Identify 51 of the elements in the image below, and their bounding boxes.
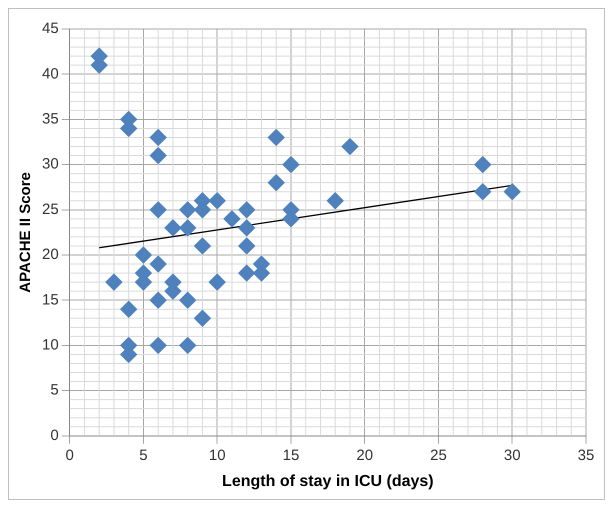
point [150,336,167,354]
point [238,201,256,218]
point [268,174,285,192]
point [120,300,138,318]
y-tick-label: 5 [50,382,59,399]
y-tick-label: 40 [42,65,59,82]
y-tick-label: 25 [42,200,59,218]
point [179,219,196,236]
point [341,138,358,156]
point [238,264,256,282]
point [164,219,182,236]
point [268,128,285,146]
point [474,156,492,174]
x-axis-title: Length of stay in ICU (days) [222,472,434,490]
point [150,292,167,309]
point [504,183,521,200]
x-tick-label: 10 [208,446,226,464]
point [105,274,122,291]
point [150,128,167,146]
point [150,256,167,273]
x-tick-label: 35 [578,446,594,464]
y-tick-label: 20 [42,246,59,264]
point [223,210,240,228]
point [150,201,167,218]
x-tick-label: 15 [282,446,300,464]
point [238,219,256,236]
point [474,183,492,200]
point [179,292,196,309]
y-axis-title: APACHE II Score [17,172,34,293]
point [326,192,344,210]
point [238,237,256,254]
point [282,156,300,174]
x-tick-label: 30 [504,446,521,464]
point [179,201,196,218]
point [150,147,167,164]
point [194,237,211,254]
point [194,310,211,327]
point [134,246,152,264]
y-tick-label: 35 [42,110,59,128]
point [179,336,196,354]
y-tick-label: 30 [42,156,59,173]
y-tick-label: 45 [42,20,59,38]
y-tick-label: 10 [42,336,59,354]
x-tick-label: 0 [66,446,74,464]
point [208,274,226,291]
point [208,192,226,210]
x-tick-label: 20 [356,446,374,464]
x-tick-label: 25 [430,446,447,464]
y-tick-label: 0 [50,426,59,444]
y-tick-label: 15 [42,291,59,308]
x-tick-label: 5 [139,446,148,464]
